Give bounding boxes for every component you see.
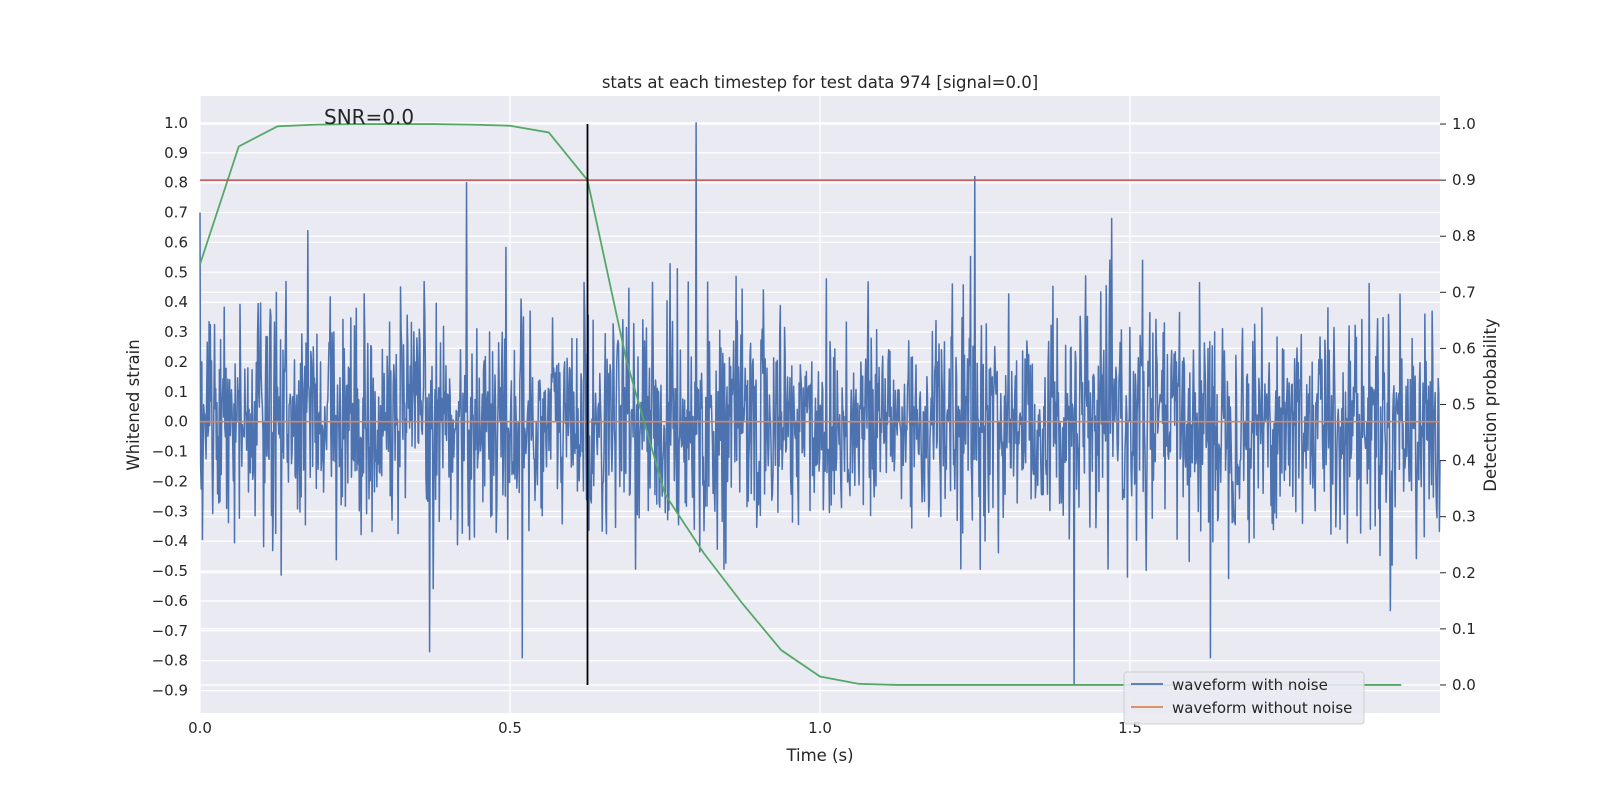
x-tick-label: 0.5 — [498, 719, 522, 737]
y-left-tick-label: −0.7 — [152, 622, 188, 640]
y-right-tick-label: 0.5 — [1452, 396, 1476, 414]
y-left-tick-label: 0.5 — [164, 263, 188, 281]
y-right-tick-label: 0.3 — [1452, 508, 1476, 526]
y-left-tick-label: −0.4 — [152, 532, 188, 550]
y-left-tick-label: 0.2 — [164, 353, 188, 371]
y-left-tick-label: 0.8 — [164, 174, 188, 192]
y-left-tick-label: −0.1 — [152, 443, 188, 461]
y-left-tick-label: −0.3 — [152, 502, 188, 520]
y-right-tick-label: 0.8 — [1452, 227, 1476, 245]
y-left-tick-label: −0.2 — [152, 472, 188, 490]
legend-label-noise: waveform with noise — [1172, 676, 1328, 694]
y-axis-label-right: Detection probability — [1481, 318, 1500, 492]
y-left-tick-label: 0.0 — [164, 413, 188, 431]
y-left-tick-label: 0.4 — [164, 293, 188, 311]
y-right-tick-label: 0.1 — [1452, 620, 1476, 638]
y-left-tick-label: −0.9 — [152, 682, 188, 700]
y-left-tick-label: −0.6 — [152, 592, 188, 610]
y-left-tick-label: 0.1 — [164, 383, 188, 401]
y-right-tick-label: 0.7 — [1452, 283, 1476, 301]
y-left-tick-label: −0.5 — [152, 562, 188, 580]
x-tick-label: 1.0 — [808, 719, 832, 737]
y-right-tick-label: 0.4 — [1452, 452, 1476, 470]
y-right-tick-label: 0.9 — [1452, 171, 1476, 189]
y-right-tick-label: 0.2 — [1452, 564, 1476, 582]
y-right-tick-label: 0.0 — [1452, 676, 1476, 694]
y-left-tick-label: 0.6 — [164, 233, 188, 251]
x-axis-label: Time (s) — [785, 746, 853, 765]
y-right-tick-label: 1.0 — [1452, 115, 1476, 133]
y-left-tick-label: −0.8 — [152, 652, 188, 670]
series-waveform-with-noise — [199, 122, 1441, 686]
y-axis-label-left: Whitened strain — [124, 339, 143, 470]
chart-title: stats at each timestep for test data 974… — [602, 73, 1038, 92]
snr-annotation: SNR=0.0 — [324, 105, 414, 129]
x-tick-label: 0.0 — [188, 719, 212, 737]
tick-layer: 0.0 0.5 1.0 1.5−0.9−0.8−0.7−0.6−0.5−0.4−0.3… — [152, 114, 1476, 737]
y-left-tick-label: 0.3 — [164, 323, 188, 341]
legend-box — [1123, 671, 1365, 725]
y-left-tick-label: 0.7 — [164, 204, 188, 222]
y-right-tick-label: 0.6 — [1452, 339, 1476, 357]
legend: waveform with noise waveform without noi… — [1123, 671, 1365, 725]
y-left-tick-label: 1.0 — [164, 114, 188, 132]
y-left-tick-label: 0.9 — [164, 144, 188, 162]
legend-label-clean: waveform without noise — [1172, 699, 1352, 717]
